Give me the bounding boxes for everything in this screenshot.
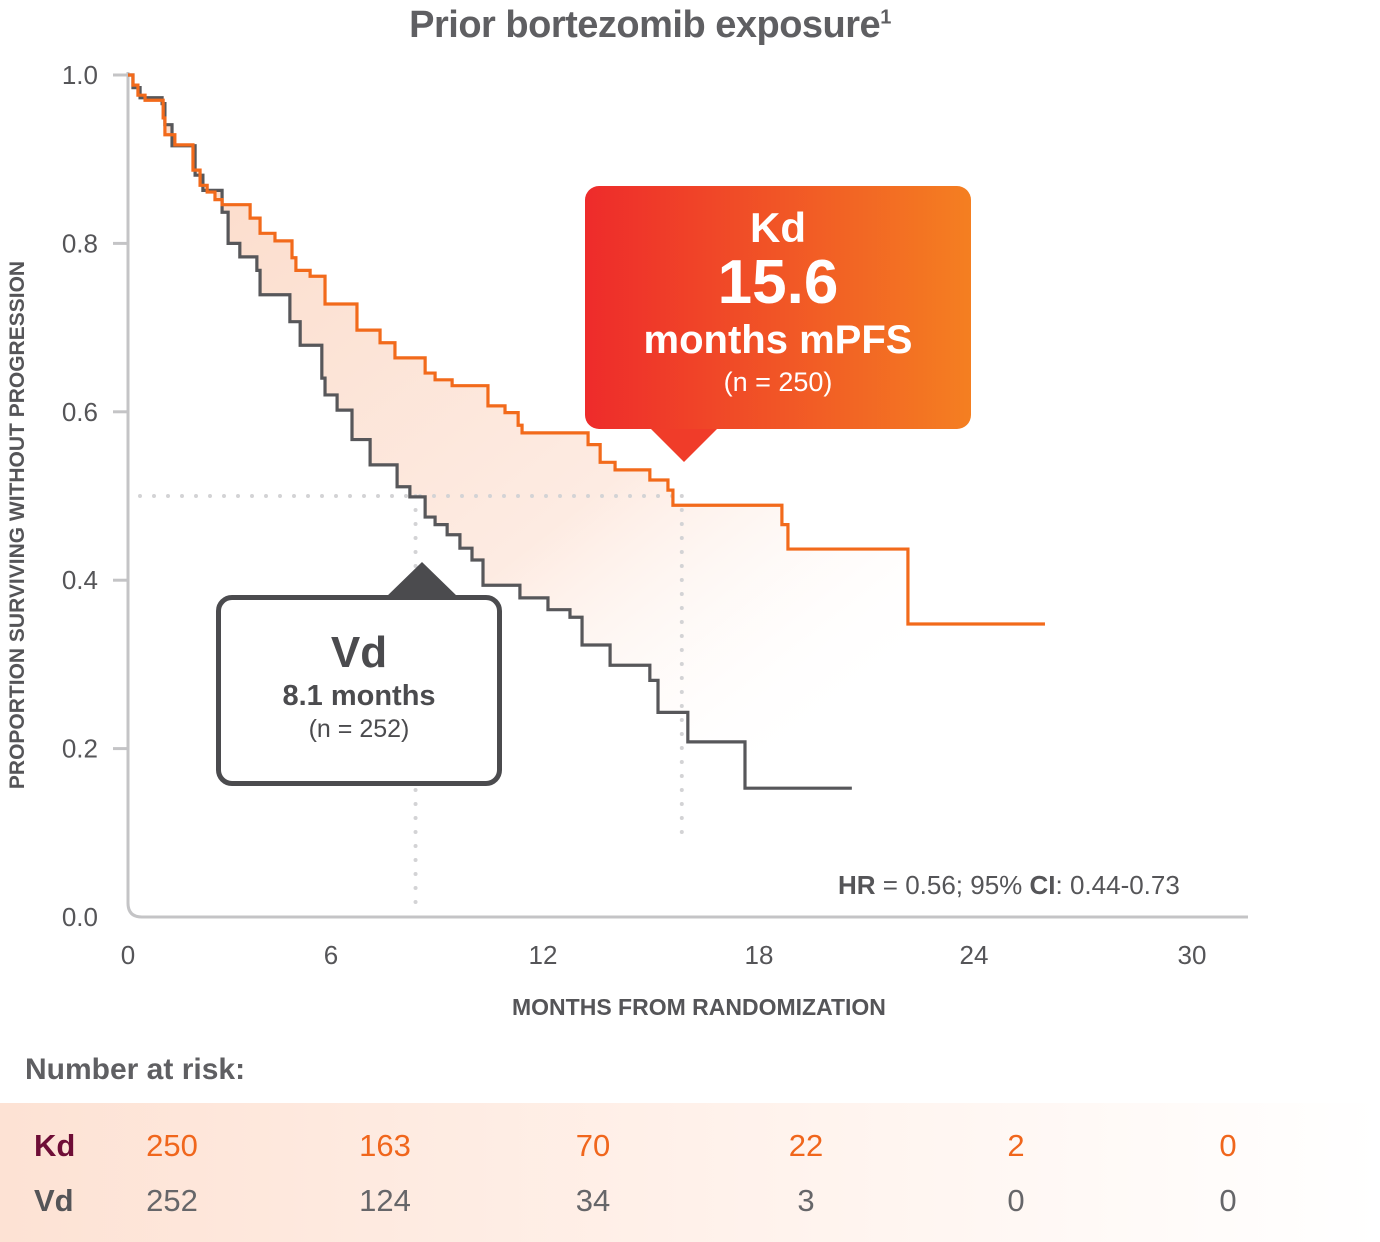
risk-cell: 22 [788, 1128, 824, 1163]
x-tick-label: 30 [1178, 940, 1207, 970]
risk-row-kd: Kd 250 163 70 22 2 0 [0, 1128, 1380, 1168]
vd-callout-label: Vd [330, 628, 388, 677]
y-tick-label: 1.0 [62, 60, 98, 90]
kd-callout-label: Kd [750, 204, 806, 251]
x-tick-label: 6 [324, 940, 338, 970]
y-tick-label: 0.0 [62, 902, 98, 932]
vd-median-callout: Vd 8.1 months (n = 252) [216, 595, 502, 786]
x-axis-label: MONTHS FROM RANDOMIZATION [512, 994, 886, 1020]
risk-cell: 0 [1007, 1183, 1025, 1218]
y-tick-label: 0.6 [62, 397, 98, 427]
x-tick-label: 24 [960, 940, 989, 970]
risk-cell: 252 [146, 1183, 198, 1218]
title-footnote-ref: 1 [880, 6, 891, 29]
kd-callout-n: (n = 250) [723, 367, 833, 397]
risk-row-label: Kd [34, 1128, 76, 1163]
chart-title-text: Prior bortezomib exposure [409, 4, 881, 46]
y-tick-label: 0.4 [62, 565, 98, 595]
risk-cell: 34 [575, 1183, 611, 1218]
kd-callout-unit: months mPFS [643, 318, 913, 362]
vd-callout-n: (n = 252) [308, 715, 410, 743]
ci-value: : 0.44-0.73 [1055, 870, 1180, 900]
hazard-ratio-text: HR = 0.56; 95% CI: 0.44-0.73 [838, 870, 1180, 901]
risk-cell: 250 [146, 1128, 198, 1163]
kd-survival-curve [128, 73, 1045, 626]
risk-cell: 163 [359, 1128, 411, 1163]
risk-cell: 0 [1219, 1183, 1237, 1218]
axis-lines [126, 72, 1248, 919]
ci-label: CI [1029, 870, 1056, 900]
y-axis-label: PROPORTION SURVIVING WITHOUT PROGRESSION [6, 260, 29, 790]
y-tick-label: 0.8 [62, 228, 98, 258]
kd-median-callout: Kd 15.6 months mPFS (n = 250) [585, 186, 971, 429]
risk-cell: 0 [1219, 1128, 1237, 1163]
risk-row-label: Vd [34, 1183, 74, 1218]
vd-callout-pointer [385, 562, 459, 598]
risk-table-title: Number at risk: [25, 1053, 246, 1086]
x-tick-label: 12 [529, 940, 558, 970]
risk-cell: 124 [359, 1183, 411, 1218]
vd-survival-curve [128, 73, 852, 790]
risk-cell: 3 [797, 1183, 815, 1218]
risk-row-vd: Vd 252 124 34 3 0 0 [0, 1183, 1380, 1223]
hr-value: = 0.56; 95% [875, 870, 1030, 900]
risk-table [0, 1103, 1380, 1242]
kd-callout-value: 15.6 [717, 248, 839, 317]
benefit-shading [128, 75, 1045, 789]
x-tick-label: 0 [121, 940, 135, 970]
y-tick-label: 0.2 [62, 734, 98, 764]
vd-callout-value: 8.1 months [282, 680, 436, 712]
risk-cell: 2 [1007, 1128, 1025, 1163]
x-tick-label: 18 [745, 940, 774, 970]
kd-callout-pointer [650, 428, 718, 462]
hr-label: HR [838, 870, 876, 900]
risk-cell: 70 [575, 1128, 611, 1163]
chart-title: Prior bortezomib exposure1 [0, 4, 1300, 47]
